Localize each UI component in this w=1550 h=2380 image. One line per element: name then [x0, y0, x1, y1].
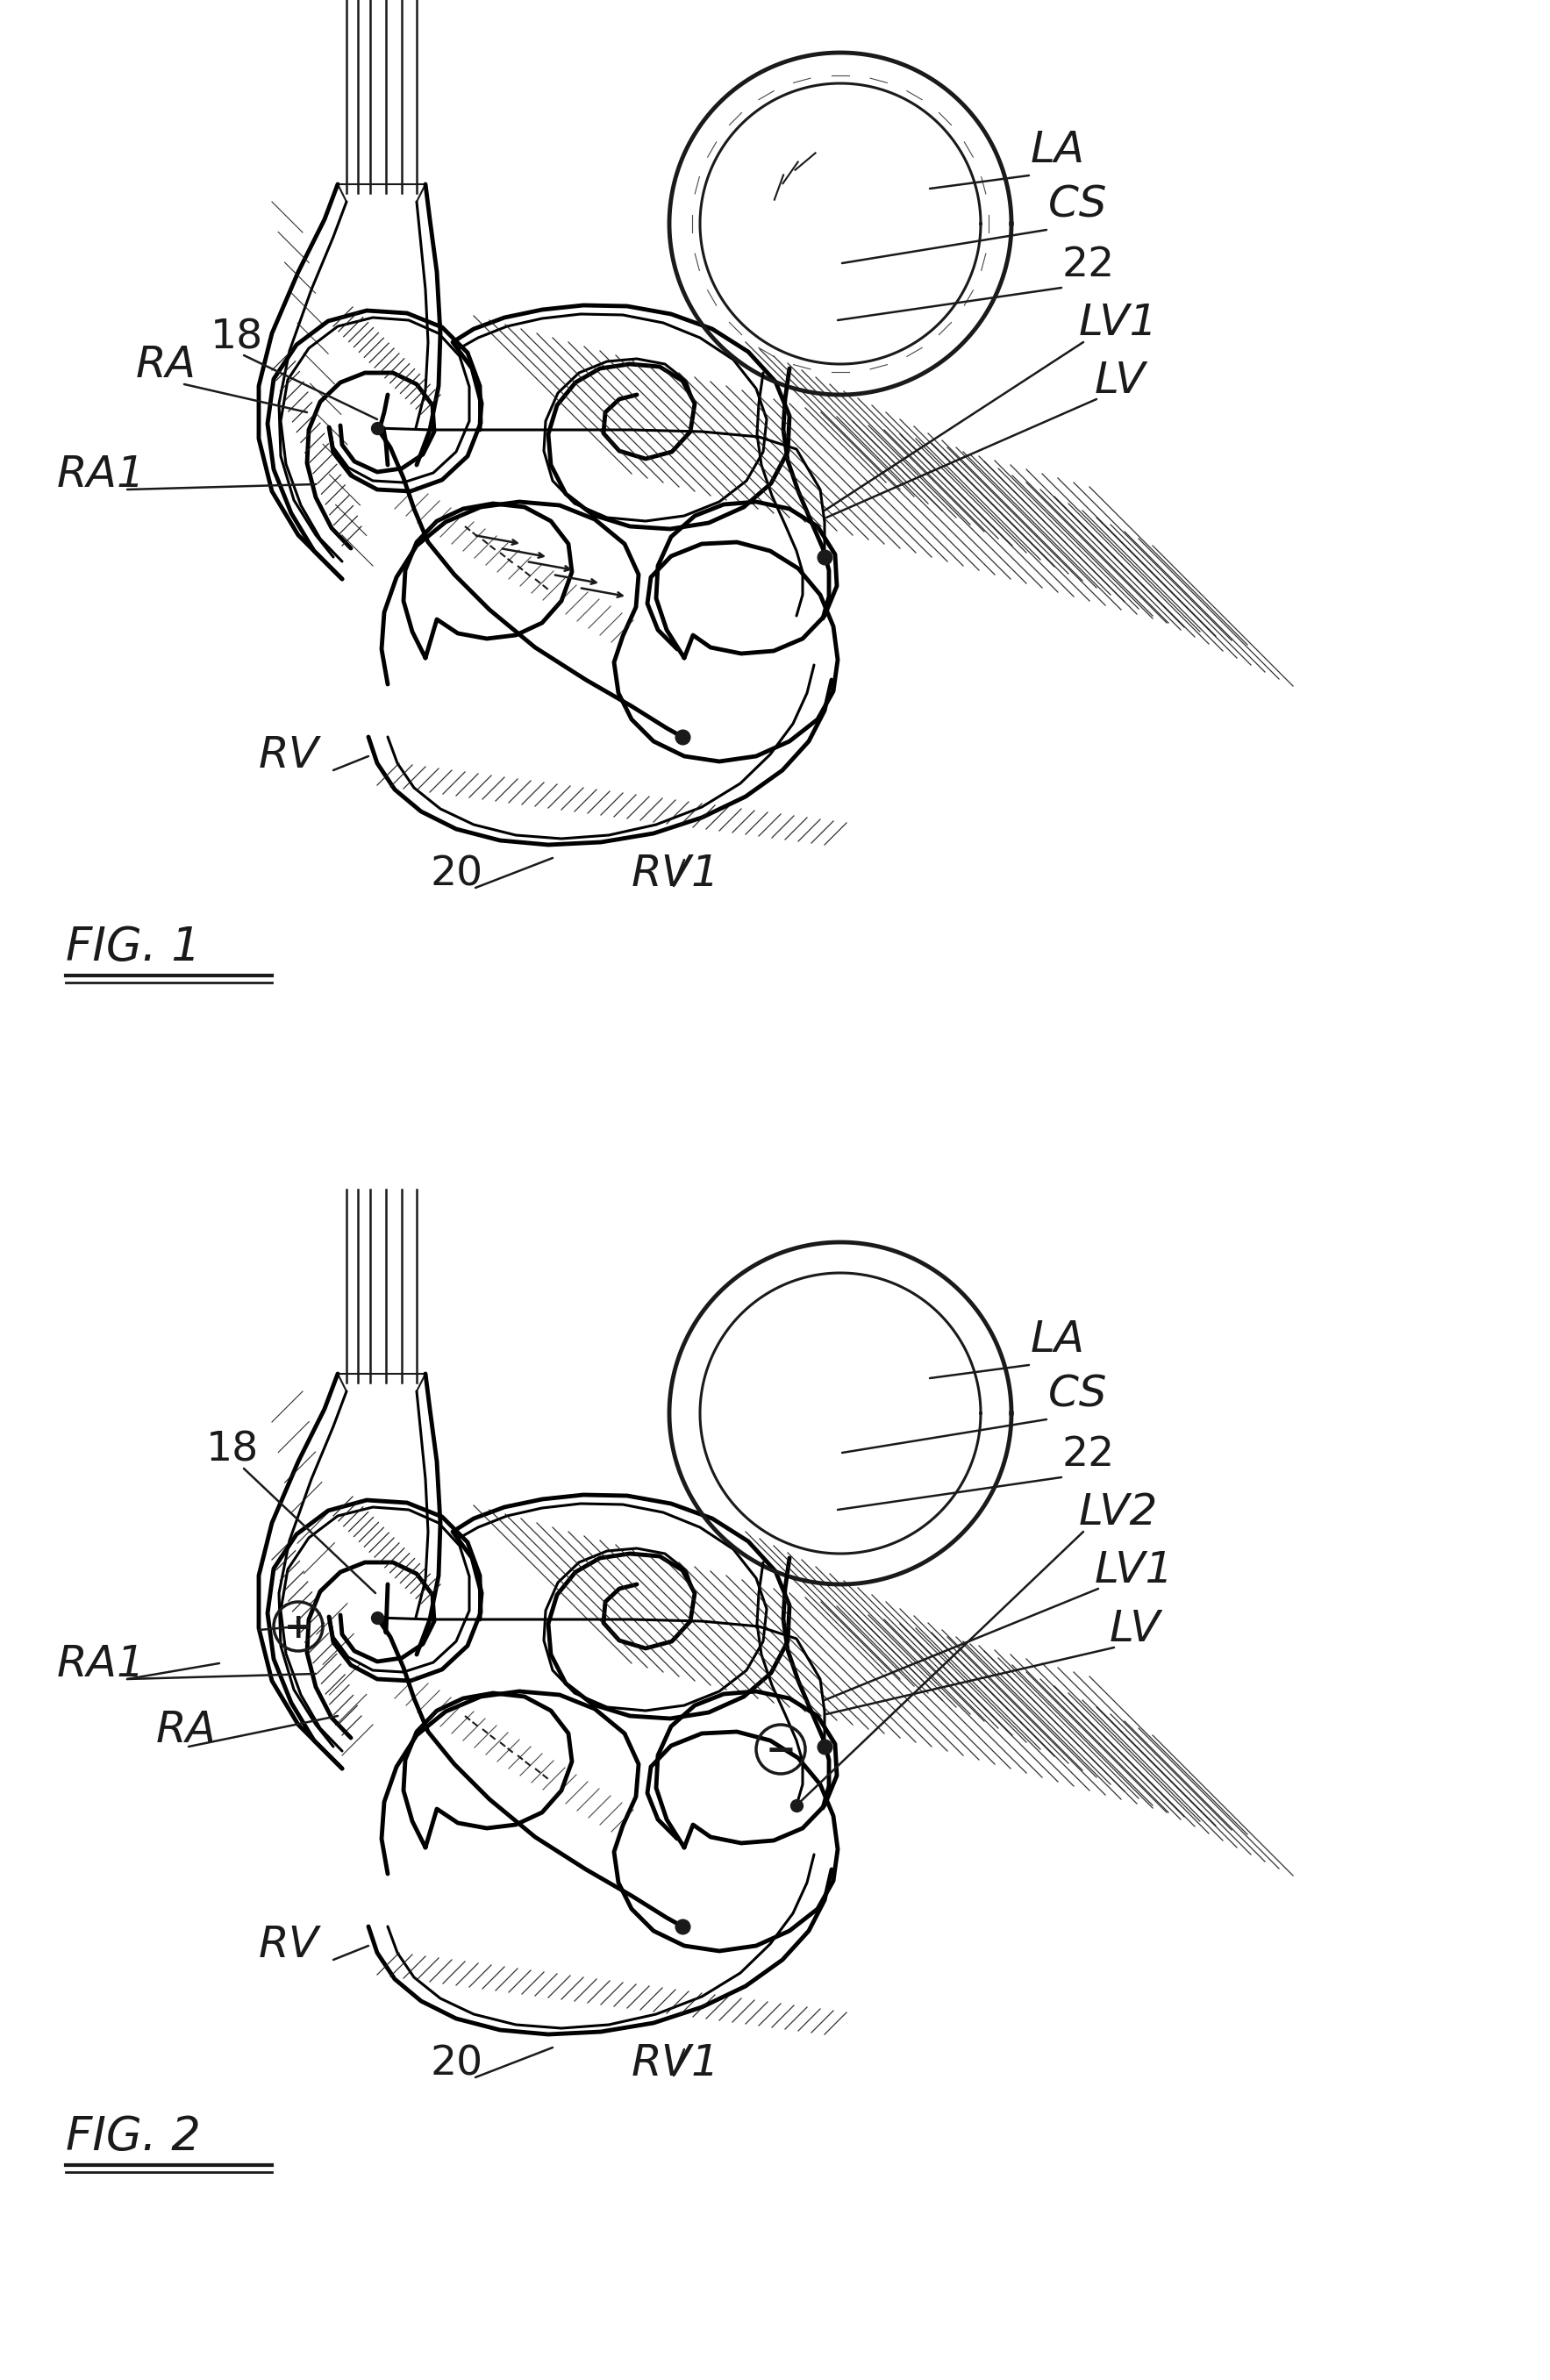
Text: 20: 20 [429, 2044, 482, 2085]
Text: RV1: RV1 [631, 852, 721, 895]
Text: RA1: RA1 [57, 1642, 146, 1685]
Text: LA: LA [1031, 129, 1085, 171]
Text: FIG. 2: FIG. 2 [65, 2113, 200, 2159]
Text: RA: RA [136, 343, 197, 386]
Text: RV: RV [259, 735, 319, 776]
Text: 18: 18 [206, 1430, 259, 1471]
Text: RA: RA [157, 1709, 217, 1752]
Text: CS: CS [1048, 183, 1107, 226]
Text: RV: RV [259, 1923, 319, 1966]
Text: +: + [284, 1611, 313, 1645]
Text: LV1: LV1 [1079, 302, 1158, 343]
Text: LV: LV [1110, 1609, 1161, 1649]
Text: LV2: LV2 [1079, 1492, 1158, 1533]
Text: 22: 22 [1062, 245, 1114, 286]
Text: LV: LV [1094, 359, 1145, 402]
Text: CS: CS [1048, 1373, 1107, 1416]
Text: LA: LA [1031, 1319, 1085, 1361]
Text: LV1: LV1 [1094, 1549, 1173, 1592]
Text: 22: 22 [1062, 1435, 1114, 1476]
Text: −: − [766, 1733, 797, 1768]
Text: RA1: RA1 [57, 455, 146, 495]
Text: 18: 18 [211, 319, 264, 357]
Text: FIG. 1: FIG. 1 [65, 923, 200, 971]
Text: 20: 20 [429, 854, 482, 895]
Text: RV1: RV1 [631, 2042, 721, 2085]
